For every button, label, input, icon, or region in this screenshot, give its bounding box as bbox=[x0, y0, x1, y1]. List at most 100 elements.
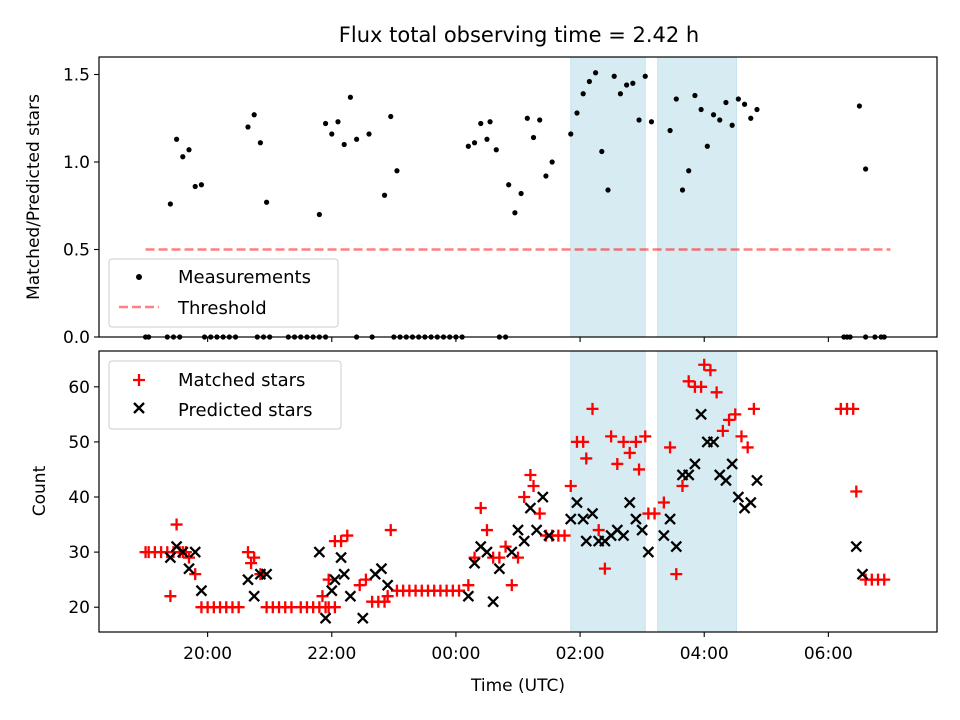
legend-predicted-label: Predicted stars bbox=[178, 400, 312, 421]
measurement-point bbox=[537, 117, 543, 123]
matched-stars-point bbox=[741, 441, 754, 454]
count-y-tick-label: 60 bbox=[68, 378, 90, 398]
measurement-point bbox=[748, 115, 754, 121]
matched-stars-point bbox=[586, 402, 599, 415]
measurement-point bbox=[648, 119, 655, 125]
x-tick-label: 20:00 bbox=[183, 644, 232, 664]
ratio-y-axis-label: Matched/Predicted stars bbox=[24, 94, 44, 300]
measurement-point bbox=[863, 166, 869, 172]
count-y-tick-label: 40 bbox=[68, 488, 90, 508]
legend-threshold-label: Threshold bbox=[177, 298, 267, 319]
x-tick-label: 00:00 bbox=[431, 644, 480, 664]
ratio-y-tick-label: 0.5 bbox=[63, 241, 90, 261]
measurement-point bbox=[251, 112, 257, 118]
predicted-stars-point bbox=[636, 524, 648, 536]
matched-stars-point bbox=[533, 507, 546, 520]
measurement-point bbox=[471, 140, 478, 146]
predicted-stars-point bbox=[319, 612, 332, 625]
measurement-point bbox=[465, 143, 471, 149]
predicted-stars-point bbox=[682, 469, 695, 481]
count-panel-frame bbox=[98, 350, 938, 633]
matched-stars-point bbox=[664, 441, 677, 454]
measurement-point bbox=[192, 183, 198, 190]
predicted-stars-point bbox=[505, 546, 518, 558]
measurement-point bbox=[580, 91, 586, 97]
predicted-stars-point bbox=[183, 562, 195, 575]
chart-title: Flux total observing time = 2.42 h bbox=[339, 23, 699, 47]
matched-stars-point bbox=[353, 579, 366, 592]
measurement-point bbox=[630, 80, 636, 86]
matched-stars-point bbox=[505, 579, 518, 592]
matched-stars-point bbox=[633, 463, 646, 476]
predicted-stars-point bbox=[344, 590, 357, 602]
legend-predicted-marker bbox=[133, 402, 145, 414]
x-tick-label: 02:00 bbox=[556, 644, 605, 664]
matched-stars-point bbox=[704, 364, 717, 377]
matched-stars-point bbox=[657, 496, 670, 509]
matched-stars-point bbox=[480, 524, 493, 537]
predicted-stars-point bbox=[664, 513, 676, 525]
measurement-point bbox=[679, 187, 686, 193]
measurement-point bbox=[617, 91, 624, 97]
x-tick-label: 04:00 bbox=[680, 644, 729, 664]
predicted-stars-point bbox=[524, 502, 537, 514]
predicted-stars-point bbox=[329, 573, 341, 586]
measurement-point bbox=[245, 124, 251, 130]
predicted-stars-point bbox=[189, 546, 202, 558]
matched-stars-point bbox=[341, 529, 354, 542]
x-tick-label: 22:00 bbox=[307, 644, 356, 664]
legend-measurements-marker bbox=[136, 274, 142, 280]
legend-matched-marker bbox=[133, 374, 145, 386]
predicted-stars-point bbox=[468, 557, 481, 569]
measurement-point bbox=[605, 187, 611, 193]
matched-stars-point bbox=[850, 485, 863, 498]
measurement-point bbox=[735, 96, 741, 102]
measurement-point bbox=[586, 78, 592, 85]
x-tick-label: 06:00 bbox=[804, 644, 853, 664]
measurement-point bbox=[484, 136, 490, 142]
predicted-stars-point bbox=[543, 529, 555, 542]
measurement-point bbox=[592, 70, 599, 76]
matched-stars-point bbox=[592, 524, 605, 537]
measurement-point bbox=[347, 94, 353, 100]
matched-stars-point bbox=[847, 402, 860, 415]
measurement-point bbox=[723, 99, 729, 106]
measurement-point bbox=[599, 148, 605, 155]
matched-stars-point bbox=[682, 375, 695, 388]
predicted-stars-point bbox=[642, 546, 655, 558]
matched-stars-point bbox=[747, 402, 760, 415]
measurement-point bbox=[487, 119, 493, 125]
predicted-stars-point bbox=[462, 590, 475, 602]
observing-interval-span bbox=[657, 56, 738, 338]
count-panel: 20 30 40 50 60 20:00 22:00 00:00 02:00 04:00 06:00… bbox=[30, 350, 938, 696]
predicted-stars-point bbox=[726, 458, 738, 470]
ratio-y-tick-label: 1.5 bbox=[63, 66, 90, 86]
measurement-point bbox=[856, 103, 863, 109]
count-legend-box bbox=[108, 360, 342, 430]
measurement-point bbox=[329, 131, 335, 137]
matched-stars-point bbox=[493, 551, 506, 564]
matched-stars-point bbox=[524, 468, 537, 481]
predicted-stars-point bbox=[720, 474, 732, 487]
measurement-point bbox=[710, 112, 717, 118]
matched-stars-point bbox=[695, 380, 708, 393]
measurement-point bbox=[741, 101, 748, 107]
measurement-point bbox=[493, 147, 499, 153]
measurement-point bbox=[512, 210, 518, 216]
measurement-point bbox=[698, 106, 704, 113]
measurement-point bbox=[530, 134, 537, 141]
measurement-point bbox=[667, 127, 673, 134]
measurement-point bbox=[543, 173, 549, 179]
matched-stars-point bbox=[328, 601, 341, 614]
measurement-point bbox=[354, 136, 360, 142]
predicted-stars-point bbox=[176, 546, 189, 558]
predicted-stars-point bbox=[623, 496, 636, 509]
matched-stars-point bbox=[322, 573, 335, 586]
predicted-stars-point bbox=[732, 491, 745, 503]
predicted-stars-point bbox=[481, 546, 493, 558]
predicted-stars-point bbox=[670, 540, 683, 553]
predicted-stars-point bbox=[751, 474, 763, 487]
predicted-stars-point bbox=[248, 590, 260, 602]
matched-stars-point bbox=[629, 435, 642, 448]
